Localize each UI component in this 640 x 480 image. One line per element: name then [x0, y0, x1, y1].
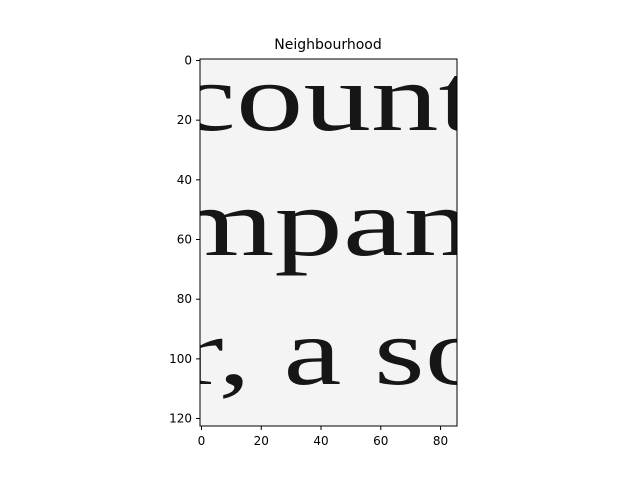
y-tick-label: 40 — [177, 173, 192, 187]
y-tick-label: 60 — [177, 233, 192, 247]
axes-frame — [199, 58, 458, 427]
x-tick-label: 40 — [313, 434, 328, 448]
y-tick-label: 20 — [177, 113, 192, 127]
image-text-line-2: mpan — [168, 169, 472, 276]
x-tick-label: 0 — [198, 434, 206, 448]
x-tick-label: 60 — [373, 434, 388, 448]
x-tick-label: 80 — [433, 434, 448, 448]
y-tick-label: 120 — [169, 412, 192, 426]
x-tick-label: 20 — [254, 434, 269, 448]
y-tick-label: 80 — [177, 292, 192, 306]
image-text-line-1: count — [176, 44, 476, 151]
y-tick-label: 0 — [184, 53, 192, 67]
y-axis: 0 20 40 60 80 100 120 — [169, 53, 200, 426]
image-panel: count mpan r, a so — [168, 44, 490, 426]
image-text-line-3: r, a so — [180, 298, 490, 405]
x-axis: 0 20 40 60 80 — [198, 426, 448, 448]
y-tick-label: 100 — [169, 352, 192, 366]
chart-title: Neighbourhood — [274, 37, 381, 53]
paper-texture — [200, 59, 457, 426]
